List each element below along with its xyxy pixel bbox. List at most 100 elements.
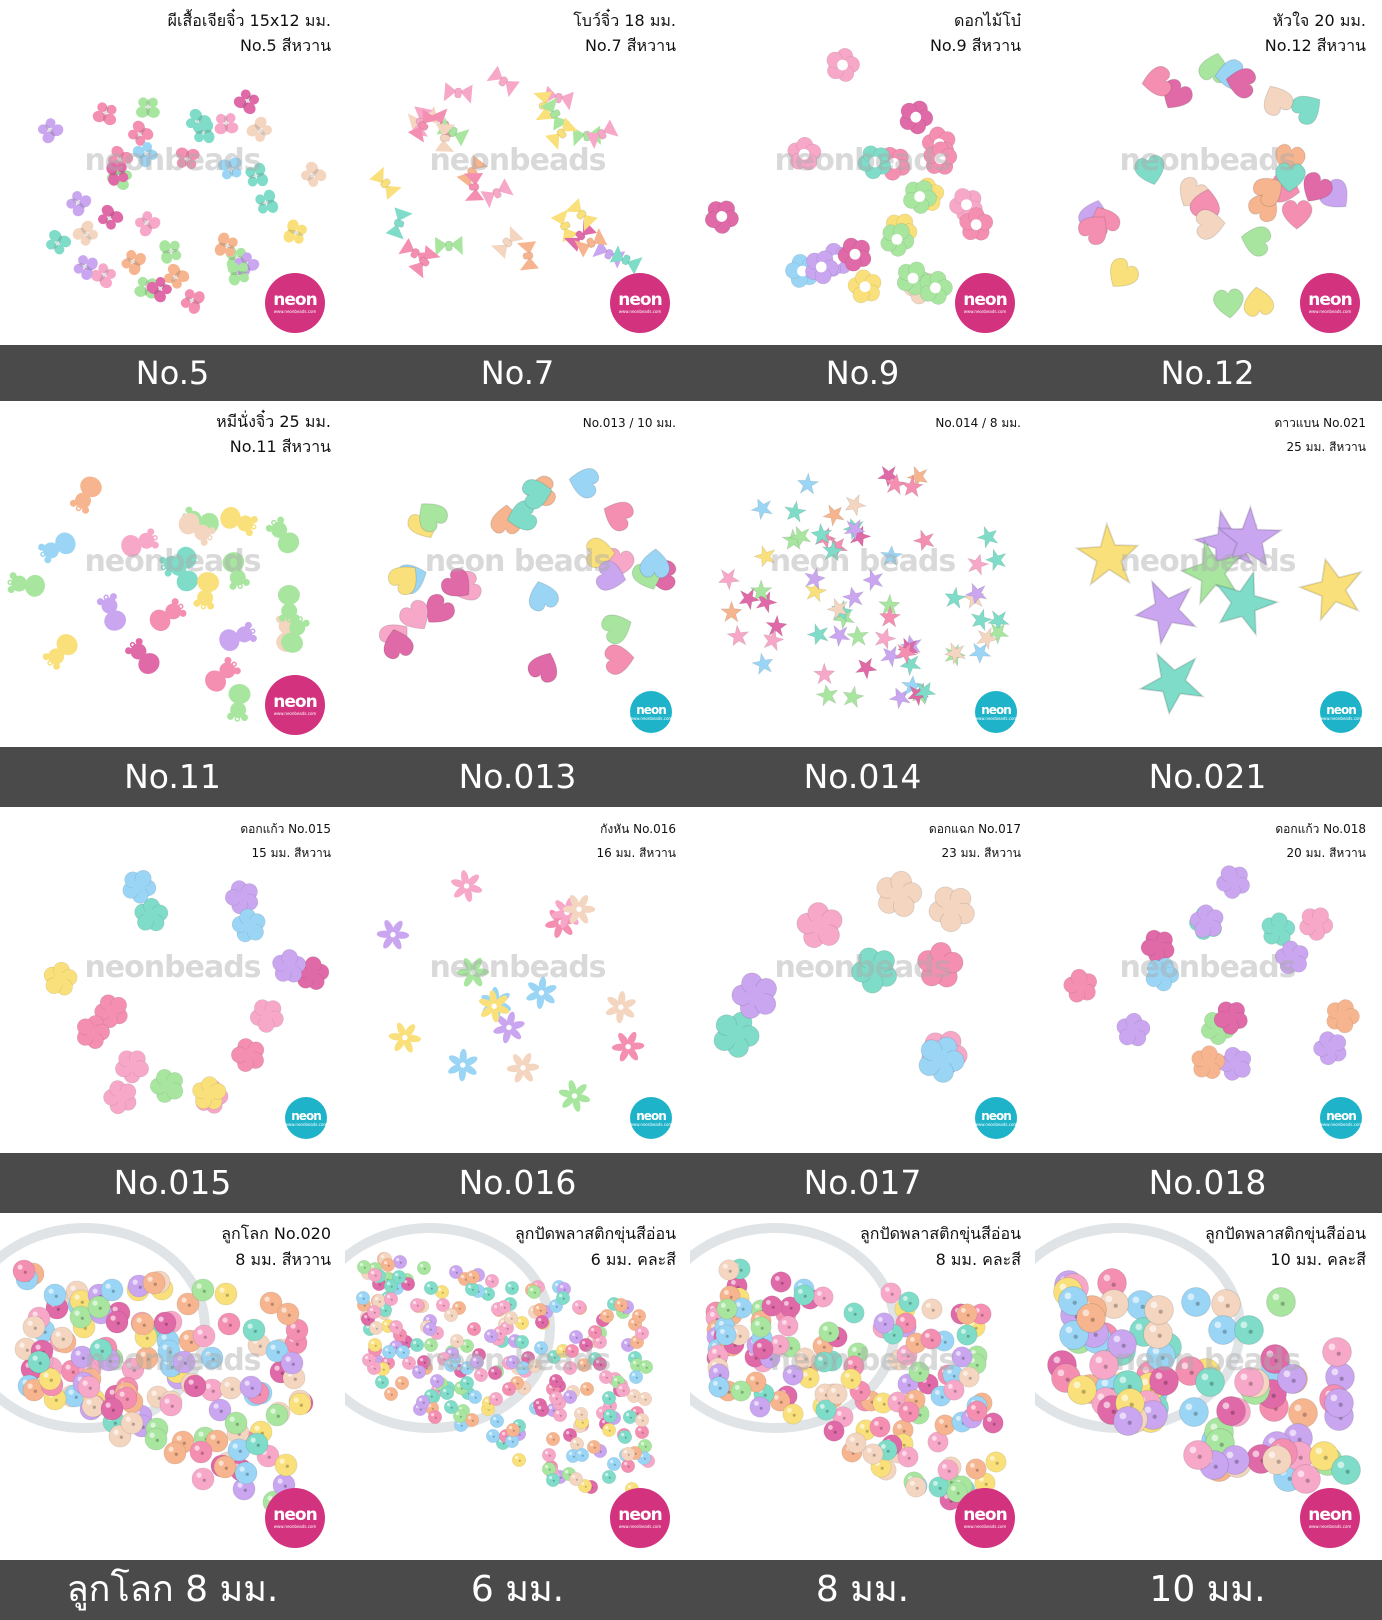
bead: [620, 1446, 636, 1466]
bead: [950, 1345, 974, 1373]
bead: [919, 1327, 943, 1355]
caption-line-1: ดอกไม้โบ๋: [953, 11, 1021, 30]
product-tile-4[interactable]: neonbeads หัวใจ 20 มม. No.12 สีหวาน neon www…: [1035, 0, 1380, 345]
bead: [518, 637, 572, 693]
bead: [1249, 70, 1304, 127]
product-caption: ดอกแก้ว No.018 20 มม. สีหวาน: [1275, 817, 1366, 865]
bead: [1228, 216, 1280, 265]
bead: [1329, 1453, 1363, 1491]
watermark: neonbeads: [84, 544, 261, 579]
logo-brand: neon: [1308, 1505, 1352, 1525]
product-caption: No.014 / 8 มม.: [935, 411, 1021, 435]
bead: [459, 1360, 475, 1380]
bead: [576, 1357, 592, 1377]
bead: [158, 1392, 184, 1422]
bead: [597, 637, 645, 681]
bead: [84, 253, 125, 295]
bead: [388, 589, 446, 648]
logo-brand: neon: [273, 1505, 317, 1525]
bead: [634, 1412, 650, 1432]
product-tile-5[interactable]: neonbeads หมีนั่งจิ๋ว 25 มม. No.11 สีหวาน n…: [0, 401, 345, 747]
watermark: neon beads: [424, 1343, 612, 1378]
caption-line-2: No.11 สีหวาน: [229, 437, 331, 456]
bead: [807, 521, 839, 550]
bead: [814, 1398, 838, 1426]
bead: [554, 885, 605, 938]
product-caption: ลูกโลก No.020 8 มม. สีหวาน: [221, 1221, 331, 1273]
bead: [568, 1471, 584, 1491]
bead: [889, 635, 925, 669]
bead: [233, 1460, 259, 1490]
product-tile-9[interactable]: neonbeads ดอกแก้ว No.015 15 มม. สีหวาน neon…: [0, 807, 345, 1153]
bead: [601, 1422, 617, 1442]
bead: [99, 1396, 125, 1426]
bead: [812, 1350, 836, 1378]
product-tile-13[interactable]: neonbeads ลูกโลก No.020 8 มม. สีหวาน neon ww…: [0, 1213, 345, 1560]
bead: [363, 158, 411, 206]
bead: [1290, 901, 1337, 945]
bead: [714, 1323, 738, 1351]
bead: [1097, 1287, 1131, 1325]
bead: [245, 993, 292, 1037]
bead: [409, 1297, 425, 1317]
bead: [955, 1302, 979, 1330]
product-tile-12[interactable]: neonbeads ดอกแก้ว No.018 20 มม. สีหวาน neon…: [1035, 807, 1380, 1153]
product-tile-1[interactable]: neonbeads ผีเสื้อเจียจิ๋ว 15x12 มม. No.5 ส…: [0, 0, 345, 345]
bead: [748, 1395, 772, 1423]
bead: [806, 660, 840, 692]
bead: [836, 680, 872, 715]
bead: [83, 984, 136, 1036]
bead: [224, 898, 274, 950]
bead: [587, 1324, 603, 1344]
bead: [513, 469, 564, 517]
bead: [942, 640, 973, 667]
bead: [927, 1475, 951, 1503]
bead: [896, 1445, 920, 1473]
bead: [241, 1317, 267, 1347]
bead: [453, 171, 490, 204]
bead: [465, 1269, 481, 1289]
bead: [548, 1373, 564, 1393]
item-label: No.5: [135, 354, 210, 392]
bead: [984, 547, 1012, 572]
bead: [1052, 961, 1104, 1012]
watermark: neon beads: [769, 544, 957, 579]
bead: [578, 1337, 594, 1357]
product-tile-16[interactable]: neon beads ลูกปัดพลาสติกขุ่นสีอ่อน 10 มม. …: [1035, 1213, 1380, 1560]
bead: [380, 1257, 396, 1277]
bead: [1179, 1285, 1213, 1323]
caption-line-1: หัวใจ 20 มม.: [1272, 11, 1366, 30]
bead: [715, 1297, 739, 1325]
bead: [587, 553, 639, 602]
bead: [263, 944, 311, 989]
bead: [443, 1357, 459, 1377]
bead: [933, 1413, 957, 1441]
bead: [175, 1291, 201, 1321]
bead: [207, 1397, 233, 1427]
bead: [469, 1354, 485, 1374]
bead: [511, 1452, 527, 1472]
logo-brand: neon: [1326, 702, 1356, 717]
bead: [890, 258, 934, 298]
bead: [429, 556, 488, 615]
bead: [86, 587, 139, 642]
item-label: 6 มม.: [470, 1569, 565, 1610]
bead: [409, 1337, 425, 1357]
product-tile-7[interactable]: neon beads No.014 / 8 มม. neon www.neonbead…: [690, 401, 1035, 747]
product-tile-11[interactable]: neonbeads ดอกแฉก No.017 23 มม. สีหวาน neon w…: [690, 807, 1035, 1153]
product-tile-15[interactable]: neon beads ลูกปัดพลาสติกขุ่นสีอ่อน 8 มม. ค…: [690, 1213, 1035, 1560]
caption-line-1: ลูกปัดพลาสติกขุ่นสีอ่อน: [514, 1224, 676, 1243]
product-tile-2[interactable]: neonbeads โบว์จิ๋ว 18 มม. No.7 สีหวาน neon w…: [345, 0, 690, 345]
product-tile-10[interactable]: neonbeads กังหัน No.016 16 มม. สีหวาน neon w…: [345, 807, 690, 1153]
bead: [367, 1267, 383, 1287]
bead: [861, 1442, 885, 1470]
bead: [275, 1301, 301, 1331]
bead: [217, 677, 261, 724]
product-tile-14[interactable]: neon beads ลูกปัดพลาสติกขุ่นสีอ่อน 6 มม. ค…: [345, 1213, 690, 1560]
product-tile-3[interactable]: neonbeads ดอกไม้โบ๋ No.9 สีหวาน neon www.neo…: [690, 0, 1035, 345]
bead: [874, 639, 911, 676]
bead: [56, 181, 98, 223]
bead: [785, 887, 857, 961]
product-tile-6[interactable]: neon beads No.013 / 10 มม. neon www.neonbea…: [345, 401, 690, 747]
product-tile-8[interactable]: neonbeads ดาวแบน No.021 25 มม. สีหวาน neon w…: [1035, 401, 1380, 747]
